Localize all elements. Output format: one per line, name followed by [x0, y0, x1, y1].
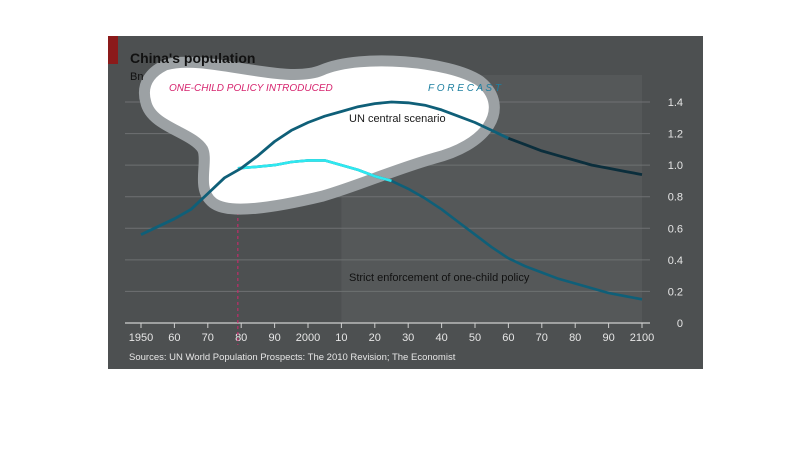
series-line-strict-highlight: [237, 159, 392, 183]
x-tick-label: 90: [602, 332, 614, 344]
series-layer: [140, 100, 643, 301]
series-label-strict-enforcement: Strict enforcement of one-child policy: [349, 272, 530, 284]
y-tick-label: 0.4: [668, 255, 683, 267]
policy-annotation: ONE-CHILD POLICY INTRODUCED: [169, 83, 333, 94]
x-tick-label: 1950: [129, 332, 153, 344]
x-tick-label: 80: [235, 332, 247, 344]
y-tick-label: 1.0: [668, 160, 683, 172]
x-tick-label: 70: [536, 332, 548, 344]
x-tick-label: 30: [402, 332, 414, 344]
accent-bar: [108, 36, 118, 64]
y-tick-label: 0.6: [668, 223, 683, 235]
x-tick-label: 90: [268, 332, 280, 344]
x-axis: 1950 60 70 80 90 2000 10 20 30 40 50 60 70 80 90 2100: [125, 322, 654, 344]
source-note: Sources: UN World Population Prospects: …: [129, 352, 456, 363]
y-axis: 0 0.2 0.4 0.6 0.8 1.0 1.2 1.4: [668, 97, 683, 330]
y-tick-label: 0: [677, 318, 683, 330]
x-tick-label: 2100: [630, 332, 654, 344]
x-tick-label: 50: [469, 332, 481, 344]
x-tick-label: 60: [168, 332, 180, 344]
x-tick-label: 80: [569, 332, 581, 344]
y-tick-label: 0.8: [668, 192, 683, 204]
x-tick-label: 2000: [296, 332, 320, 344]
series-line-un-central-tail: [507, 136, 643, 176]
chart-title: China's population: [130, 50, 255, 66]
x-tick-label: 40: [435, 332, 447, 344]
series-label-un-central: UN central scenario: [349, 113, 446, 125]
forecast-label: F O R E C A S T: [428, 83, 502, 94]
source-text: Sources: UN World Population Prospects: …: [129, 352, 456, 363]
y-tick-label: 1.4: [668, 97, 683, 109]
y-tick-label: 0.2: [668, 286, 683, 298]
chart-subtitle: Bn: [130, 71, 143, 83]
x-tick-label: 60: [502, 332, 514, 344]
x-tick-label: 70: [202, 332, 214, 344]
x-tick-label: 20: [369, 332, 381, 344]
y-tick-label: 1.2: [668, 129, 683, 141]
series-line-un-central: [140, 100, 509, 236]
x-tick-label: 10: [335, 332, 347, 344]
